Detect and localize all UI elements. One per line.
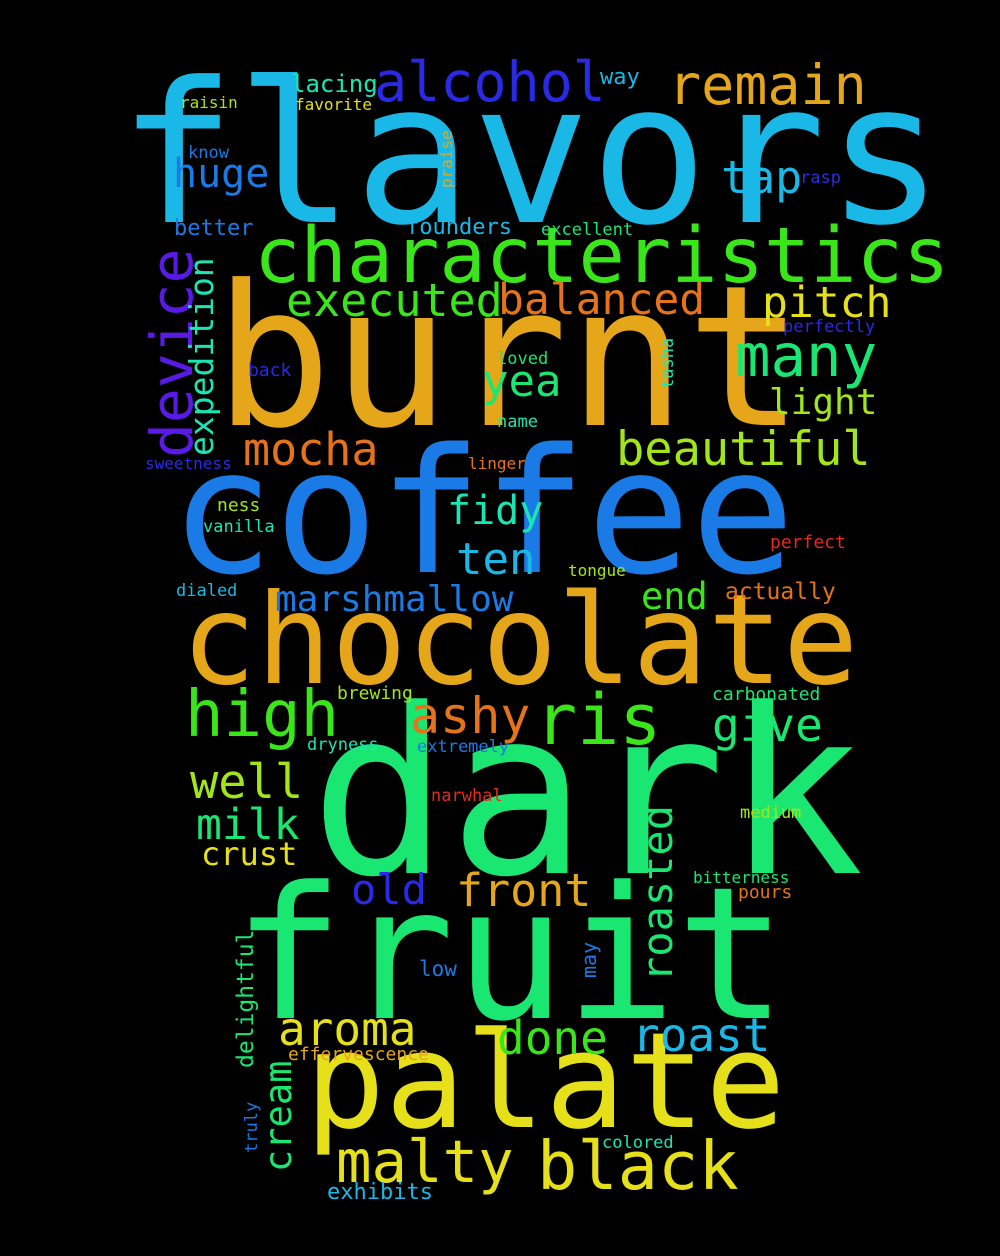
cloud-word-dark: dark: [310, 661, 864, 928]
cloud-word-aroma: aroma: [278, 1002, 416, 1056]
cloud-word-tap: tap: [721, 151, 802, 204]
cloud-word-cream: cream: [257, 1061, 300, 1172]
cloud-word-old: old: [351, 865, 427, 914]
cloud-word-may: may: [577, 942, 601, 978]
cloud-word-extremely: extremely: [417, 737, 509, 757]
cloud-word-ris: ris: [535, 679, 661, 761]
cloud-word-malty: malty: [336, 1127, 514, 1196]
cloud-word-perfectly: perfectly: [783, 317, 875, 337]
cloud-word-pours: pours: [738, 882, 792, 903]
cloud-word-well: well: [190, 755, 303, 810]
cloud-word-expedition: expedition: [182, 257, 221, 456]
cloud-word-tasha: tasha: [658, 338, 678, 389]
cloud-word-give: give: [712, 698, 823, 752]
cloud-word-colored: colored: [602, 1133, 674, 1153]
cloud-word-tongue: tongue: [568, 561, 626, 580]
cloud-word-bitterness: bitterness: [693, 868, 789, 887]
cloud-word-alcohol: alcohol: [374, 50, 606, 114]
cloud-word-pitch: pitch: [762, 278, 891, 328]
cloud-word-roasted: roasted: [633, 805, 682, 982]
cloud-word-better: better: [174, 216, 253, 241]
cloud-word-mocha: mocha: [243, 423, 378, 476]
cloud-word-beautiful: beautiful: [616, 422, 871, 477]
cloud-word-many: many: [735, 321, 877, 390]
cloud-word-fidy: fidy: [447, 488, 543, 534]
cloud-word-narwhal: narwhal: [431, 786, 503, 806]
cloud-word-roast: roast: [632, 1008, 770, 1062]
cloud-word-medium: medium: [740, 803, 801, 823]
cloud-word-huge: huge: [173, 151, 269, 197]
cloud-word-praise: praise: [437, 130, 456, 188]
cloud-word-way: way: [600, 65, 640, 90]
cloud-word-ashy: ashy: [410, 687, 530, 745]
cloud-word-palate: palate: [305, 1005, 785, 1159]
cloud-word-high: high: [185, 678, 339, 752]
cloud-word-loved: loved: [497, 349, 548, 369]
cloud-word-crust: crust: [201, 835, 297, 873]
cloud-word-done: done: [497, 1011, 608, 1065]
cloud-word-remain: remain: [668, 53, 867, 117]
cloud-word-fruit: fruit: [233, 848, 787, 1062]
cloud-word-effervescence: effervescence: [288, 1044, 429, 1065]
cloud-word-black: black: [537, 1127, 739, 1205]
cloud-word-dialed: dialed: [176, 581, 237, 601]
cloud-word-know: know: [188, 143, 230, 163]
cloud-word-marshmallow: marshmallow: [275, 579, 514, 620]
cloud-word-executed: executed: [286, 274, 503, 327]
cloud-word-actually: actually: [725, 579, 836, 605]
cloud-word-sweetness: sweetness: [145, 454, 232, 473]
cloud-word-linger: linger: [468, 454, 526, 473]
cloud-word-ten: ten: [456, 534, 535, 585]
cloud-word-raisin: raisin: [180, 93, 238, 112]
cloud-word-light: light: [769, 382, 877, 423]
cloud-word-flavors: flavors: [118, 41, 944, 269]
cloud-word-brewing: brewing: [337, 683, 413, 704]
cloud-word-balanced: balanced: [498, 275, 705, 325]
cloud-word-front: front: [456, 864, 591, 917]
cloud-word-device: device: [138, 248, 206, 458]
cloud-word-delightful: delightful: [233, 930, 259, 1068]
cloud-word-ness: ness: [217, 495, 260, 516]
cloud-word-founders: founders: [406, 215, 512, 240]
cloud-word-perfect: perfect: [770, 532, 846, 553]
cloud-word-coffee: coffee: [170, 411, 795, 613]
cloud-word-milk: milk: [196, 800, 300, 850]
cloud-word-characteristics: characteristics: [254, 212, 949, 301]
cloud-word-back: back: [248, 360, 292, 381]
cloud-word-dryness: dryness: [307, 735, 379, 755]
cloud-word-burnt: burnt: [214, 244, 804, 472]
cloud-word-lacing: lacing: [291, 70, 378, 98]
cloud-word-rasp: rasp: [800, 168, 841, 188]
cloud-word-exhibits: exhibits: [327, 1180, 433, 1205]
cloud-word-end: end: [641, 575, 708, 618]
cloud-word-low: low: [419, 957, 457, 981]
cloud-word-truly: truly: [242, 1102, 262, 1153]
cloud-word-vanilla: vanilla: [203, 517, 275, 537]
cloud-word-carbonated: carbonated: [712, 684, 820, 705]
cloud-word-name: name: [497, 412, 538, 432]
cloud-word-favorite: favorite: [295, 95, 372, 114]
cloud-word-yea: yea: [482, 356, 561, 407]
words-layer: flavorsburntcoffeechocolatedarkfruitpala…: [118, 41, 949, 1205]
cloud-word-excellent: excellent: [541, 220, 633, 240]
cloud-word-chocolate: chocolate: [181, 568, 858, 713]
